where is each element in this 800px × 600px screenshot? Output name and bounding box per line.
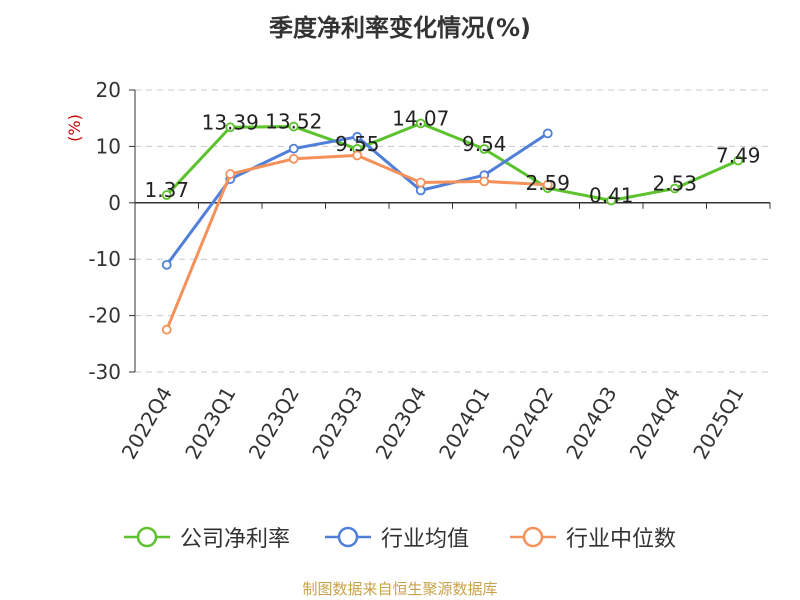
data-point (161, 259, 172, 270)
y-tick-label: -10 (88, 247, 121, 271)
data-point (669, 183, 680, 194)
data-point (161, 190, 172, 200)
data-point (479, 144, 490, 154)
x-tick-label: 2025Q1 (688, 383, 748, 464)
data-label: 14.07 (392, 106, 449, 130)
legend-item[interactable]: 行业中位数 (508, 522, 676, 552)
data-label: 13.52 (265, 110, 322, 134)
data-point (415, 118, 426, 129)
x-tick-label: 2023Q3 (307, 383, 367, 464)
data-label: 0.41 (589, 183, 634, 207)
legend-label: 公司净利率 (180, 527, 291, 552)
data-point (352, 131, 363, 142)
source-note: 制图数据来自恒生聚源数据库 (302, 580, 498, 598)
x-tick-label: 2022Q4 (117, 383, 177, 464)
data-label: 9.55 (335, 132, 380, 156)
data-point (415, 185, 426, 196)
data-point (542, 128, 553, 139)
x-tick-label: 2023Q2 (244, 383, 304, 464)
x-tick-label: 2024Q4 (625, 383, 685, 464)
data-point (733, 155, 744, 166)
data-point (288, 121, 299, 132)
data-label: 13.39 (202, 110, 259, 134)
data-point (479, 176, 490, 187)
y-tick-label: 10 (96, 134, 121, 158)
data-point (225, 122, 236, 133)
legend-swatch-icon (325, 526, 371, 548)
data-point (606, 195, 617, 206)
data-label: 9.54 (462, 132, 507, 156)
data-point (415, 177, 426, 188)
label-layer: 1.37 13.39 13.52 9.55 14.07 9.54 2.59 0.41 2.53 7… (144, 106, 760, 207)
data-point (352, 150, 363, 161)
data-point (225, 169, 236, 179)
data-label: 7.49 (716, 144, 761, 168)
x-tick-label: 2023Q1 (180, 383, 240, 464)
legend-swatch-icon (124, 526, 170, 548)
data-label: 2.59 (525, 171, 570, 195)
y-tick-label: 20 (96, 78, 121, 102)
grid-layer (135, 89, 770, 373)
chart-title: 季度净利率变化情况(%) (269, 14, 531, 42)
legend-item[interactable]: 行业均值 (323, 522, 469, 552)
series-line (165, 153, 548, 331)
x-tick-label: 2024Q2 (498, 383, 558, 464)
x-tick-label: 2024Q3 (561, 383, 621, 464)
y-tick-label: -30 (88, 360, 121, 384)
legend-item[interactable]: 公司净利率 (122, 522, 290, 552)
y-tick-label: -20 (88, 304, 121, 328)
y-axis-label: (%) (65, 114, 84, 142)
data-point (542, 179, 553, 190)
x-tick-label: 2023Q4 (371, 383, 431, 464)
data-label: 1.37 (144, 178, 189, 202)
series-line (165, 121, 739, 202)
data-point (161, 324, 172, 335)
legend-label: 行业中位数 (566, 527, 677, 552)
x-tick-label: 2024Q1 (434, 383, 494, 464)
legend-label: 行业均值 (381, 527, 470, 552)
series-layer (161, 118, 744, 335)
data-point (288, 143, 299, 154)
data-label: 2.53 (652, 172, 697, 196)
data-point (288, 153, 299, 164)
legend-swatch-icon (510, 526, 556, 548)
y-tick-label: 0 (108, 191, 121, 215)
